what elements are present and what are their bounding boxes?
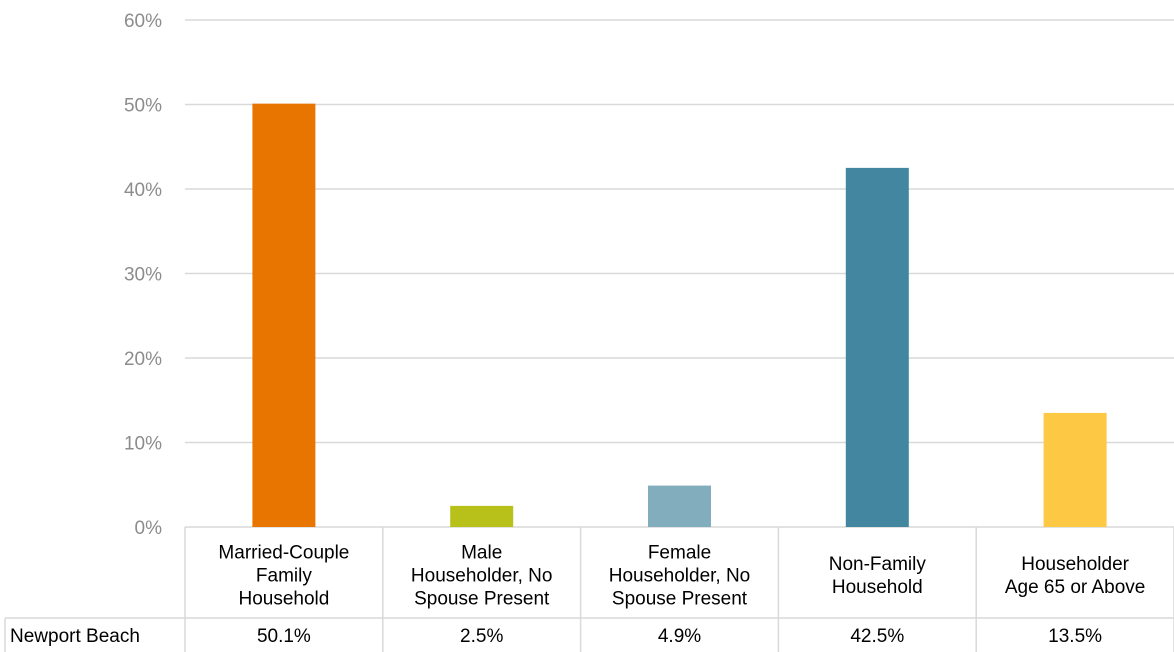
data-label: 13.5% <box>1048 626 1102 647</box>
category-label: Age 65 or Above <box>1005 577 1146 598</box>
category-label: Household <box>238 589 329 610</box>
category-label: Spouse Present <box>612 589 748 610</box>
data-table: Married-CoupleFamilyHouseholdMaleHouseho… <box>4 527 1174 652</box>
y-tick-label: 50% <box>124 96 162 117</box>
data-label: 42.5% <box>850 626 904 647</box>
bar <box>845 167 909 527</box>
category-label: Family <box>256 566 312 587</box>
y-tick-label: 10% <box>124 434 162 455</box>
category-label: Non-Family <box>829 554 927 575</box>
y-tick-label: 60% <box>124 11 162 32</box>
y-tick-label: 40% <box>124 180 162 201</box>
bar <box>1043 412 1107 527</box>
gridlines <box>185 19 1174 528</box>
category-label: Spouse Present <box>414 589 550 610</box>
y-tick-label: 30% <box>124 265 162 286</box>
data-label: 4.9% <box>658 626 701 647</box>
y-tick-label: 0% <box>135 518 163 539</box>
category-label: Household <box>832 577 923 598</box>
category-label: Female <box>648 543 711 564</box>
data-label: 50.1% <box>257 626 311 647</box>
bar <box>648 485 711 527</box>
series-name: Newport Beach <box>10 626 140 647</box>
bar <box>450 505 514 527</box>
category-label: Householder, No <box>609 566 751 587</box>
y-tick-label: 20% <box>124 349 162 370</box>
category-label: Householder <box>1021 554 1129 575</box>
data-label: 2.5% <box>460 626 503 647</box>
bars <box>252 103 1107 527</box>
bar <box>252 103 316 527</box>
category-label: Married-Couple <box>218 543 349 564</box>
category-label: Male <box>461 543 502 564</box>
y-axis-ticks: 0% 10% 20% 30% 40% 50% 60% <box>124 11 162 539</box>
category-label: Householder, No <box>411 566 553 587</box>
